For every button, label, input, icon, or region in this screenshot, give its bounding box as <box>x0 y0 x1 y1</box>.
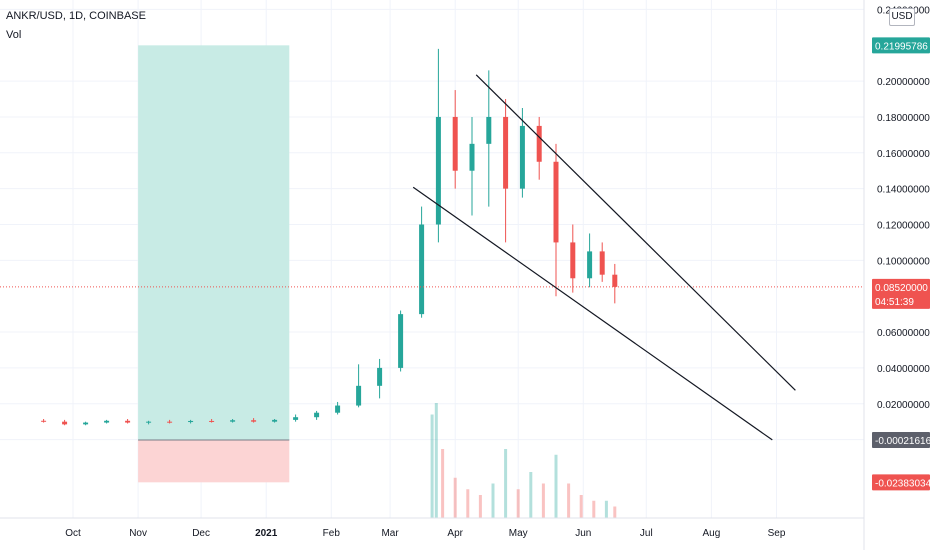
candle-body <box>83 422 89 425</box>
price-badge-text: -0.02383034 <box>875 478 932 489</box>
long-position-loss-zone <box>138 439 290 483</box>
volume-bar <box>434 403 438 518</box>
candle-body <box>435 116 441 225</box>
candle-body <box>519 125 525 189</box>
candle-body <box>62 421 68 425</box>
x-tick-label: Feb <box>323 528 341 539</box>
candle-body <box>41 420 47 422</box>
candle-body <box>167 421 173 423</box>
candle-body <box>570 242 576 279</box>
x-tick-label: Jul <box>640 528 653 539</box>
x-tick-label: Apr <box>447 528 463 539</box>
volume-bar <box>453 477 457 518</box>
candle-body <box>536 125 542 162</box>
y-tick-label: 0.20000000 <box>877 77 930 88</box>
volume-bar <box>516 489 520 518</box>
symbol-legend[interactable]: ANKR/USD, 1D, COINBASE <box>6 10 146 22</box>
x-tick-label: Aug <box>703 528 721 539</box>
volume-bar <box>478 495 482 518</box>
price-badge-stop <box>872 474 930 491</box>
candle-body <box>612 274 618 287</box>
y-tick-label: 0.14000000 <box>877 185 930 196</box>
price-badge-target <box>872 37 930 54</box>
trendline <box>475 74 796 391</box>
y-tick-label: 0.02000000 <box>877 400 930 411</box>
currency-button[interactable]: USD <box>889 8 915 26</box>
countdown-text: 04:51:39 <box>875 297 914 308</box>
x-tick-label: Nov <box>129 528 147 539</box>
candle-body <box>452 116 458 171</box>
candle-body <box>230 420 236 422</box>
x-tick-label: Dec <box>192 528 210 539</box>
candle-body <box>125 420 131 423</box>
x-tick-label: Jun <box>575 528 591 539</box>
candle-body <box>104 420 110 423</box>
candle-body <box>419 224 425 315</box>
candle-body <box>251 420 257 422</box>
volume-bar <box>491 483 495 518</box>
y-tick-label: 0.18000000 <box>877 113 930 124</box>
candle-body <box>272 419 278 422</box>
y-tick-label: 0.04000000 <box>877 364 930 375</box>
volume-bar <box>579 495 583 518</box>
x-tick-label: Mar <box>381 528 399 539</box>
y-tick-label: 0.06000000 <box>877 328 930 339</box>
volume-bar <box>430 414 434 518</box>
y-tick-label: 0.12000000 <box>877 221 930 232</box>
x-tick-label: 2021 <box>255 528 278 539</box>
candle-body <box>335 405 341 413</box>
price-badge-text: 0.21995786 <box>875 41 928 52</box>
x-tick-label: May <box>509 528 528 539</box>
candle-body <box>209 420 215 422</box>
long-position-profit-zone <box>138 45 290 440</box>
candle-body <box>503 116 509 189</box>
candle-body <box>146 421 152 423</box>
volume-bar <box>567 483 571 518</box>
price-badge-text: 0.08520000 <box>875 283 928 294</box>
volume-bar <box>441 449 445 518</box>
candle-body <box>314 412 320 418</box>
candle-body <box>486 116 492 144</box>
candle-body <box>469 143 475 171</box>
x-tick-label: Sep <box>768 528 786 539</box>
price-badge-entry <box>872 431 930 448</box>
candle-body <box>398 314 404 368</box>
volume-bar <box>613 506 617 518</box>
y-tick-label: 0.10000000 <box>877 256 930 267</box>
candle-body <box>293 417 299 420</box>
price-badge-text: -0.00021616 <box>875 436 932 447</box>
candle-body <box>553 161 559 243</box>
volume-bar <box>504 449 508 518</box>
price-badge-last <box>872 278 930 309</box>
candle-body <box>188 420 194 423</box>
candle-body <box>599 251 605 275</box>
trendline <box>412 186 773 441</box>
volume-bar <box>604 500 608 518</box>
volume-bar <box>466 489 470 518</box>
x-tick-label: Oct <box>65 528 81 539</box>
volume-bar <box>541 483 545 518</box>
volume-bar <box>554 454 558 518</box>
y-tick-label: 0.16000000 <box>877 149 930 160</box>
candle-body <box>587 251 593 279</box>
volume-bar <box>592 500 596 518</box>
candle-body <box>377 367 383 386</box>
candle-body <box>356 385 362 406</box>
volume-bar <box>529 472 533 518</box>
volume-legend[interactable]: Vol <box>6 29 22 41</box>
